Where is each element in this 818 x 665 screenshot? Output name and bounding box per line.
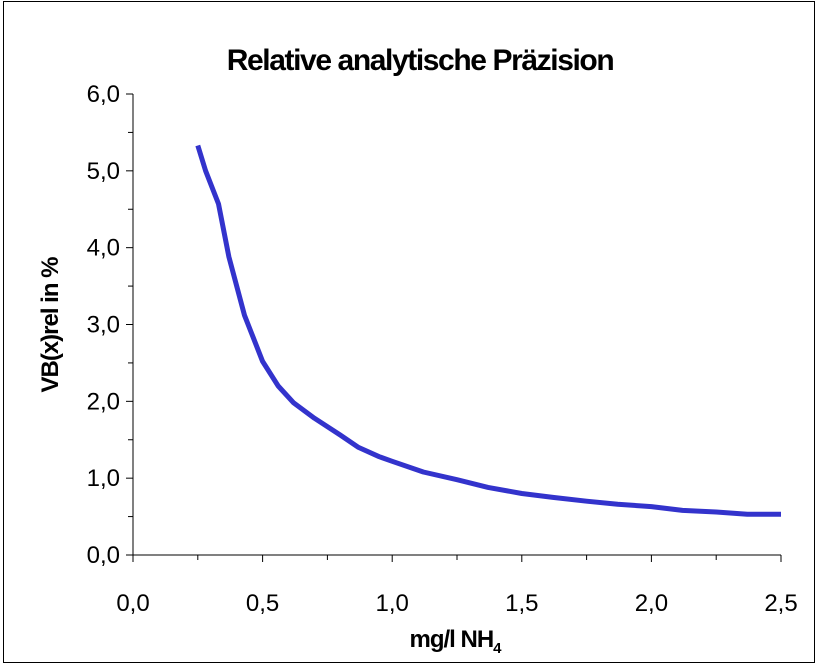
x-tick-label: 0,0 — [116, 590, 149, 617]
y-tick-label: 4,0 — [87, 235, 120, 262]
series-group — [195, 144, 781, 517]
x-tick-label: 1,0 — [376, 590, 409, 617]
x-axis-ticks: 0,0 0,5 1,0 1,5 2,0 2,5 — [116, 555, 798, 617]
y-tick-label: 0,0 — [87, 542, 120, 569]
x-axis-label-main: mg/l NH — [409, 626, 493, 653]
y-axis-ticks: 0,0 1,0 2,0 3,0 4,0 5,0 6,0 — [87, 81, 133, 569]
x-tick-label: 1,5 — [505, 590, 538, 617]
y-tick-label: 2,0 — [87, 388, 120, 415]
y-tick-label: 5,0 — [87, 158, 120, 185]
x-axis-label-subscript: 4 — [493, 640, 502, 657]
x-axis-label: mg/l NH4 — [409, 626, 502, 657]
y-tick-label: 1,0 — [87, 465, 120, 492]
x-tick-label: 2,0 — [635, 590, 668, 617]
y-axis-label: VB(x)rel in % — [37, 257, 64, 393]
x-tick-label: 2,5 — [764, 590, 797, 617]
series-line — [195, 144, 781, 517]
x-tick-label: 0,5 — [246, 590, 279, 617]
chart-title: Relative analytische Präzision — [227, 44, 614, 77]
y-tick-label: 6,0 — [87, 81, 120, 108]
chart-frame — [3, 1, 815, 663]
y-tick-label: 3,0 — [87, 312, 120, 339]
